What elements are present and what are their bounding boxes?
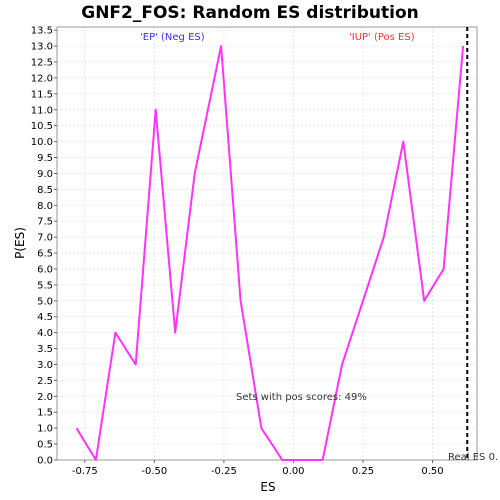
y-tick-label: 13.0 — [31, 42, 53, 53]
y-tick-label: 12.0 — [31, 73, 53, 84]
x-tick-label: 0.25 — [352, 466, 374, 477]
pos-es-label: 'IUP' (Pos ES) — [349, 32, 415, 43]
y-tick-label: 4.5 — [37, 312, 53, 323]
x-tick-label: -0.75 — [72, 466, 98, 477]
y-tick-label: 13.5 — [31, 26, 53, 37]
y-tick-label: 12.5 — [31, 58, 53, 69]
y-tick-label: 5.5 — [37, 280, 53, 291]
pos-scores-annotation: Sets with pos scores: 49% — [236, 392, 367, 403]
x-tick-label: -0.25 — [211, 466, 237, 477]
y-tick-label: 6.5 — [37, 249, 53, 260]
y-tick-label: 8.0 — [37, 201, 53, 212]
y-tick-label: 7.0 — [37, 233, 53, 244]
series-layer — [75, 45, 465, 461]
y-tick-label: 10.0 — [31, 137, 53, 148]
y-axis-label: P(ES) — [13, 227, 27, 259]
x-tick-label: 0.00 — [282, 466, 304, 477]
y-tick-label: 9.0 — [37, 169, 53, 180]
neg-es-label: 'EP' (Neg ES) — [140, 32, 205, 43]
y-tick-label: 1.5 — [37, 408, 53, 419]
x-tick-label: 0.50 — [421, 466, 443, 477]
y-tick-label: 8.5 — [37, 185, 53, 196]
y-tick-label: 1.0 — [37, 424, 53, 435]
y-tick-label: 6.0 — [37, 264, 53, 275]
y-tick-label: 11.5 — [31, 89, 53, 100]
grid — [57, 27, 477, 460]
y-tick-label: 0.5 — [37, 440, 53, 451]
y-tick-label: 3.0 — [37, 360, 53, 371]
real-es-label: Real ES 0. — [448, 452, 498, 463]
y-tick-label: 11.0 — [31, 105, 53, 116]
y-axis-ticks: 0.0 0.5 1.0 1.5 2.0 2.5 3.0 3.5 4.0 4.5 5.0 5.5 6.0 6… — [31, 26, 57, 467]
y-tick-label: 9.5 — [37, 153, 53, 164]
y-tick-label: 4.0 — [37, 328, 53, 339]
y-tick-label: 3.5 — [37, 344, 53, 355]
y-tick-label: 2.5 — [37, 376, 53, 387]
x-axis-ticks: -0.75 -0.50 -0.25 0.00 0.25 0.50 — [72, 460, 444, 477]
y-tick-label: 0.0 — [37, 456, 53, 467]
plot-frame — [56, 26, 478, 461]
y-tick-label: 2.0 — [37, 392, 53, 403]
series-line — [75, 45, 465, 461]
chart-title: GNF2_FOS: Random ES distribution — [81, 3, 419, 23]
y-tick-label: 7.5 — [37, 217, 53, 228]
x-axis-label: ES — [260, 480, 275, 494]
y-tick-label: 10.5 — [31, 121, 53, 132]
x-tick-label: -0.50 — [141, 466, 167, 477]
y-tick-label: 5.0 — [37, 296, 53, 307]
